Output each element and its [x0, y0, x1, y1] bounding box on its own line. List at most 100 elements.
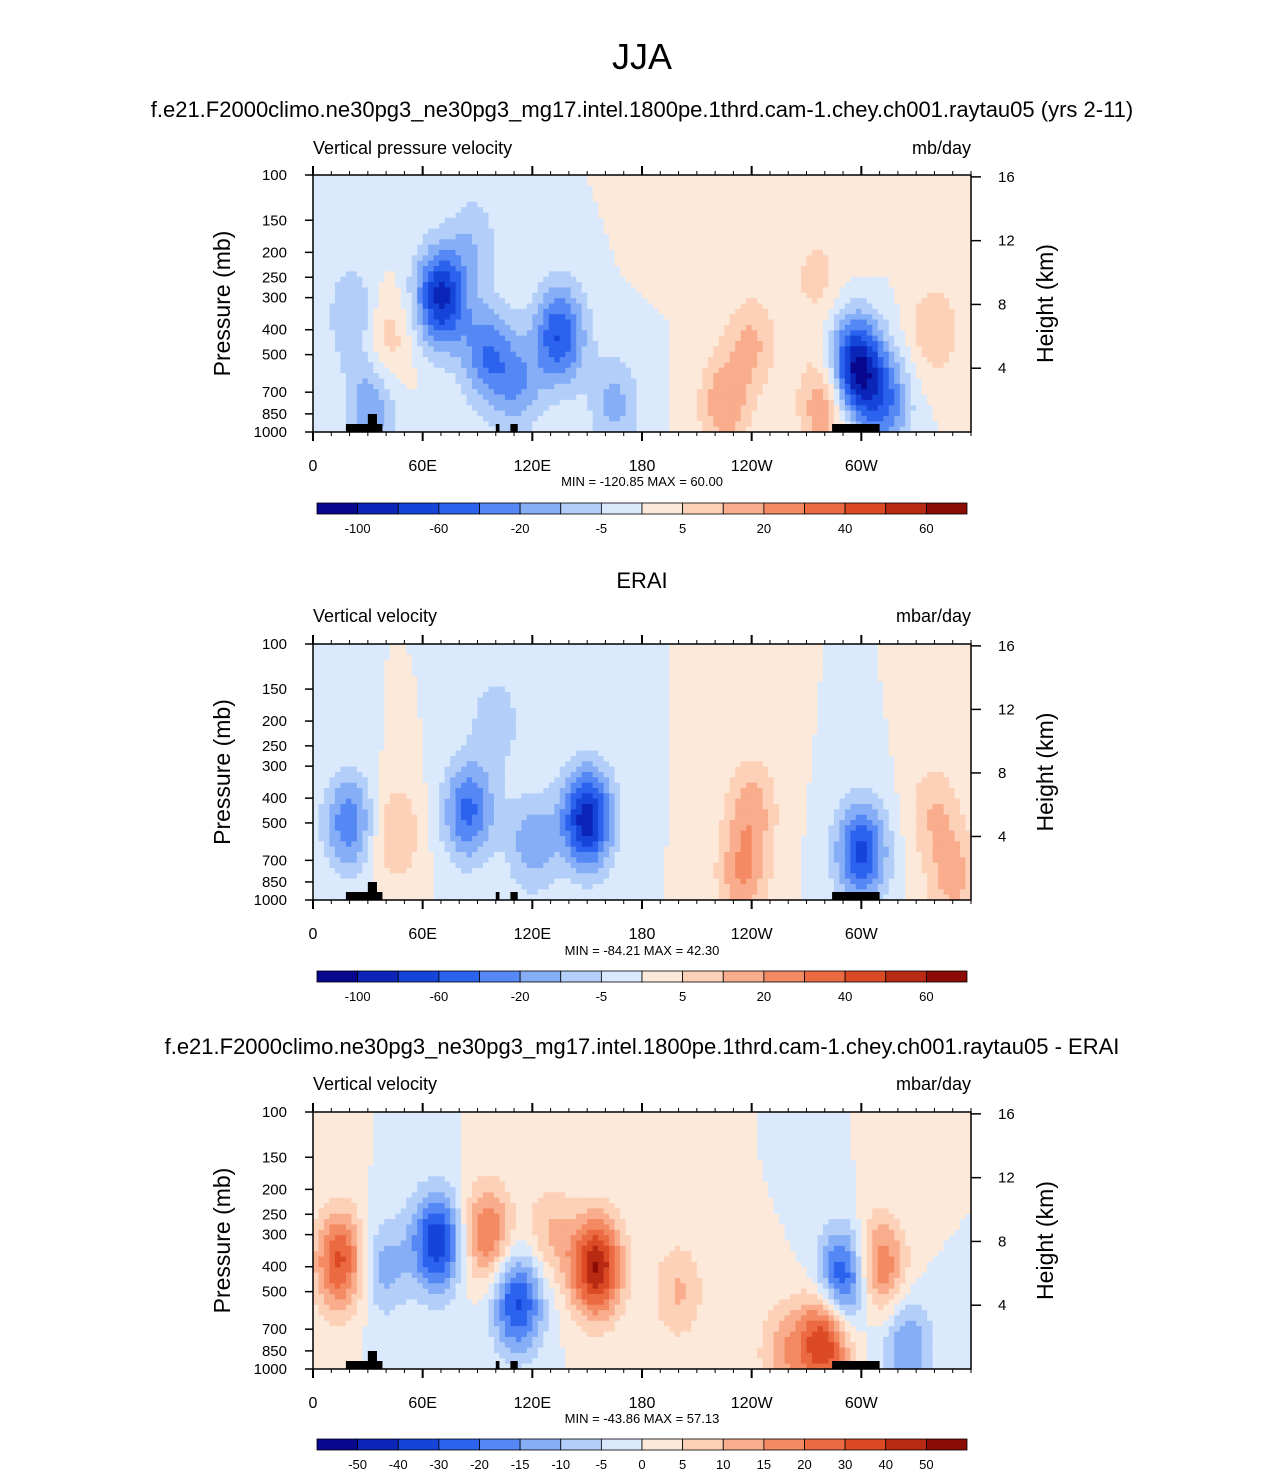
- colorbar-label: -60: [429, 989, 448, 1004]
- colorbar-label: 20: [757, 989, 771, 1004]
- y-axis-label: Pressure (mb): [209, 699, 235, 845]
- colorbar-label: 15: [757, 1457, 771, 1472]
- y-tick-label: 100: [262, 167, 287, 184]
- colorbar-swatch: [641, 502, 684, 515]
- x-tick-label: 180: [629, 1395, 656, 1412]
- figure-title: JJA: [612, 36, 672, 77]
- colorbar-label: -100: [345, 521, 371, 536]
- y-tick-label: 300: [262, 1227, 287, 1244]
- colorbar-swatch: [600, 970, 643, 983]
- colorbar-swatch: [682, 970, 724, 983]
- y-tick-label: 700: [262, 384, 287, 401]
- y-tick-label: 200: [262, 244, 287, 261]
- y2-tick-label: 12: [998, 701, 1015, 718]
- y2-tick-label: 8: [998, 1233, 1006, 1250]
- y2-tick-label: 16: [998, 638, 1015, 655]
- min-max-stats: MIN = -84.21 MAX = 42.30: [565, 943, 720, 958]
- colorbar-label: -40: [389, 1457, 408, 1472]
- y-tick-label: 500: [262, 815, 287, 832]
- colorbar-label: -100: [345, 989, 371, 1004]
- colorbar-swatch: [600, 1438, 643, 1451]
- contour-field: [313, 644, 972, 901]
- colorbar-label: 40: [838, 521, 852, 536]
- contour-field: [313, 175, 972, 433]
- x-tick-label: 0: [309, 1395, 318, 1412]
- colorbar-swatch: [885, 1438, 927, 1451]
- colorbar-swatch: [641, 1438, 684, 1451]
- y-tick-label: 300: [262, 290, 287, 307]
- colorbar-label: 5: [679, 989, 686, 1004]
- x-tick-label: 120E: [514, 458, 551, 475]
- y-tick-label: 850: [262, 406, 287, 423]
- y-tick-label: 300: [262, 758, 287, 775]
- colorbar-label: 30: [838, 1457, 852, 1472]
- colorbar-swatch: [885, 970, 927, 983]
- y-tick-label: 200: [262, 713, 287, 730]
- colorbar-label: 20: [757, 521, 771, 536]
- y-tick-label: 100: [262, 636, 287, 653]
- y-tick-label: 150: [262, 1149, 287, 1166]
- y2-tick-label: 12: [998, 1170, 1015, 1187]
- variable-label: Vertical velocity: [313, 1074, 437, 1094]
- colorbar: -50 -40 -30 -20 -15 -10 -5 0 5 10 15 20 30 40 50: [316, 1438, 968, 1472]
- y-tick-label: 1000: [254, 892, 287, 909]
- colorbar-swatch: [316, 1438, 359, 1451]
- variable-label: Vertical velocity: [313, 606, 437, 626]
- y2-tick-label: 12: [998, 233, 1015, 250]
- terrain-mask: [345, 882, 880, 900]
- colorbar-swatch: [438, 1438, 480, 1451]
- colorbar-swatch: [844, 970, 887, 983]
- x-tick-label: 60W: [845, 1395, 879, 1412]
- contour-field: [313, 1112, 972, 1370]
- colorbar-label: -15: [511, 1457, 530, 1472]
- variable-label: Vertical pressure velocity: [313, 138, 512, 158]
- x-tick-label: 120W: [731, 1395, 774, 1412]
- x-tick-label: 60W: [845, 458, 879, 475]
- x-tick-label: 180: [629, 458, 656, 475]
- y-tick-label: 1000: [254, 424, 287, 441]
- colorbar-label: -60: [429, 521, 448, 536]
- y-axis-label: Pressure (mb): [209, 231, 235, 377]
- colorbar: -100 -60 -20 -5 5 20 40 60: [316, 970, 968, 1004]
- x-tick-label: 120E: [514, 926, 551, 943]
- colorbar-label: -30: [429, 1457, 448, 1472]
- colorbar-label: 10: [716, 1457, 730, 1472]
- y-tick-label: 250: [262, 738, 287, 755]
- colorbar-swatch: [804, 970, 846, 983]
- colorbar-swatch: [519, 502, 562, 515]
- colorbar-swatch: [722, 1438, 765, 1451]
- y2-axis-label: Height (km): [1032, 244, 1058, 363]
- colorbar: -100 -60 -20 -5 5 20 40 60: [316, 502, 968, 536]
- y-tick-label: 700: [262, 852, 287, 869]
- colorbar-swatch: [438, 970, 480, 983]
- min-max-stats: MIN = -43.86 MAX = 57.13: [565, 1411, 720, 1426]
- colorbar-swatch: [560, 1438, 602, 1451]
- colorbar-swatch: [479, 502, 521, 515]
- colorbar-swatch: [357, 502, 399, 515]
- y2-tick-label: 4: [998, 360, 1006, 377]
- colorbar-label: -20: [470, 1457, 489, 1472]
- colorbar-swatch: [885, 502, 927, 515]
- y-tick-label: 200: [262, 1181, 287, 1198]
- colorbar-swatch: [804, 502, 846, 515]
- colorbar-label: -50: [348, 1457, 367, 1472]
- colorbar-swatch: [357, 970, 399, 983]
- colorbar-swatch: [682, 502, 724, 515]
- x-tick-label: 180: [629, 926, 656, 943]
- colorbar-swatch: [925, 1438, 968, 1451]
- colorbar-label: 40: [879, 1457, 893, 1472]
- min-max-stats: MIN = -120.85 MAX = 60.00: [561, 474, 723, 489]
- y-tick-label: 500: [262, 347, 287, 364]
- y2-tick-label: 8: [998, 296, 1006, 313]
- y-tick-label: 850: [262, 1343, 287, 1360]
- y-tick-label: 150: [262, 212, 287, 229]
- colorbar-label: -10: [551, 1457, 570, 1472]
- colorbar-swatch: [763, 502, 805, 515]
- x-tick-label: 0: [309, 458, 318, 475]
- colorbar-label: -5: [596, 1457, 608, 1472]
- x-tick-label: 120W: [731, 458, 774, 475]
- terrain-mask: [345, 414, 880, 432]
- colorbar-label: -5: [596, 989, 608, 1004]
- colorbar-swatch: [397, 1438, 440, 1451]
- y-tick-label: 250: [262, 1206, 287, 1223]
